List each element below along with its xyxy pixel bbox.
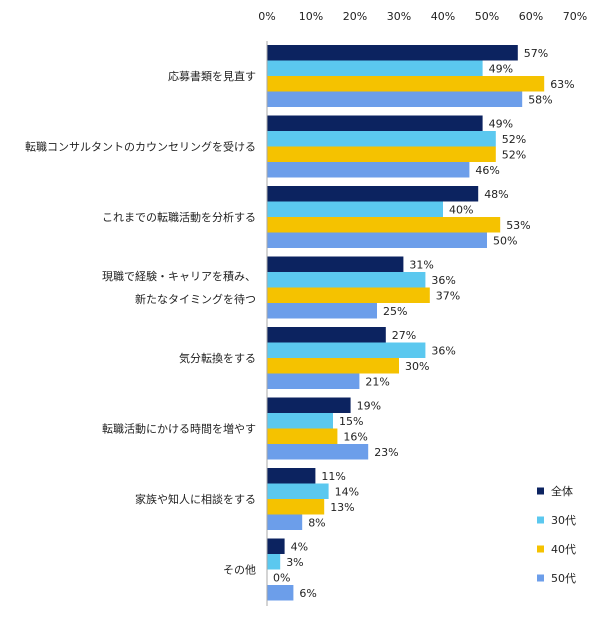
data-label: 8% [308,516,325,529]
bar-3 [267,217,501,233]
bar-2 [267,60,483,76]
bar-4 [267,585,294,601]
data-label: 63% [550,78,574,91]
data-label: 11% [321,470,345,483]
data-label: 6% [299,587,316,600]
data-label: 49% [489,117,513,130]
bar-1 [267,327,386,343]
legend-swatch [537,574,544,582]
data-label: 48% [484,188,508,201]
data-label: 52% [502,133,526,146]
data-label: 52% [502,148,526,161]
bar-4 [267,303,377,319]
data-label: 16% [343,430,367,443]
data-label: 0% [273,571,290,584]
bar-1 [267,115,483,131]
bar-1 [267,397,351,413]
bar-3 [267,358,399,374]
data-label: 36% [431,274,455,287]
bar-3 [267,76,545,92]
data-label: 50% [493,234,517,247]
bar-2 [267,483,329,499]
legend-label: 40代 [551,543,576,556]
bar-2 [267,272,426,288]
x-tick-label: 0% [258,10,275,23]
data-label: 14% [335,485,359,498]
bar-4 [267,444,369,460]
bar-4 [267,162,470,178]
legend-label: 全体 [551,484,573,498]
data-label: 25% [383,305,407,318]
bar-1 [267,186,479,202]
category-label: これまでの転職活動を分析する [102,210,256,224]
legend-swatch [537,545,544,553]
data-label: 40% [449,203,473,216]
category-label: 転職活動にかける時間を増やす [102,422,256,436]
data-label: 57% [524,47,548,60]
legend-swatch [537,487,544,495]
bar-2 [267,201,443,217]
x-tick-label: 60% [519,10,543,23]
category-label: 転職コンサルタントのカウンセリングを受ける [25,140,256,154]
data-label: 36% [431,344,455,357]
bar-3 [267,428,338,444]
category-label: 新たなタイミングを待つ [135,292,256,306]
data-label: 37% [436,289,460,302]
data-label: 21% [365,375,389,388]
data-label: 31% [409,258,433,271]
data-label: 53% [506,219,530,232]
data-label: 58% [528,93,552,106]
bar-1 [267,256,404,272]
bar-3 [267,499,325,515]
category-label: 家族や知人に相談をする [135,492,256,506]
x-tick-label: 10% [299,10,323,23]
bar-3 [267,146,496,162]
legend-label: 30代 [551,514,576,527]
bar-1 [267,538,285,554]
data-label: 23% [374,446,398,459]
data-label: 3% [286,556,303,569]
bar-2 [267,554,281,570]
legend-swatch [537,516,544,524]
legend-label: 50代 [551,572,576,585]
data-label: 27% [392,329,416,342]
bar-4 [267,232,487,248]
bar-3 [267,287,430,303]
category-label: 応募書類を見直す [168,69,256,83]
x-tick-label: 40% [431,10,455,23]
category-label: 気分転換をする [179,351,256,365]
x-tick-label: 70% [563,10,587,23]
data-label: 49% [489,62,513,75]
data-label: 13% [330,501,354,514]
data-label: 30% [405,360,429,373]
x-tick-label: 20% [343,10,367,23]
category-label: 現職で経験・キャリアを積み、 [102,269,256,283]
bar-2 [267,131,496,147]
data-label: 46% [475,164,499,177]
x-tick-label: 50% [475,10,499,23]
bar-2 [267,413,333,429]
bar-4 [267,514,303,530]
category-label: その他 [223,564,256,577]
data-label: 4% [291,540,308,553]
data-label: 15% [339,415,363,428]
bar-2 [267,342,426,358]
bar-4 [267,373,360,389]
bar-1 [267,468,316,484]
bar-1 [267,45,518,61]
x-tick-label: 30% [387,10,411,23]
bar-4 [267,91,523,107]
data-label: 19% [357,399,381,412]
